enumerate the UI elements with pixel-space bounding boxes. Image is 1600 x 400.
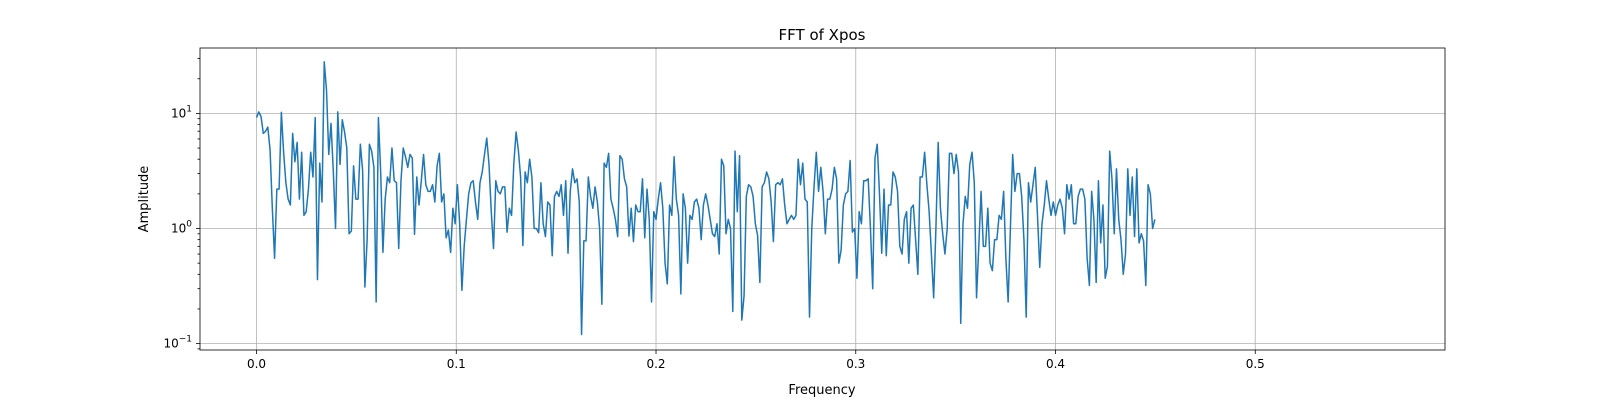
grid-layer bbox=[200, 48, 1445, 350]
x-axis-ticks: 0.0 0.1 0.2 0.3 0.4 0.5 bbox=[247, 350, 1265, 371]
plot-area bbox=[255, 61, 1156, 336]
series-line-amplitude bbox=[255, 61, 1156, 336]
x-tick-label: 0.4 bbox=[1046, 357, 1065, 371]
y-axis-ticks: 10−1 100 101 bbox=[163, 58, 200, 351]
x-axis-label: Frequency bbox=[788, 383, 855, 398]
y-tick-label: 101 bbox=[171, 104, 192, 120]
y-tick-label: 10−1 bbox=[163, 335, 192, 351]
chart-title: FFT of Xpos bbox=[779, 26, 866, 44]
axes-frame bbox=[199, 47, 1446, 351]
x-tick-label: 0.2 bbox=[646, 357, 665, 371]
y-tick-label: 100 bbox=[171, 220, 192, 236]
y-axis-label: Amplitude bbox=[137, 166, 152, 233]
x-tick-label: 0.0 bbox=[247, 357, 266, 371]
x-tick-label: 0.3 bbox=[846, 357, 865, 371]
x-tick-label: 0.1 bbox=[447, 357, 466, 371]
x-tick-label: 0.5 bbox=[1246, 357, 1265, 371]
